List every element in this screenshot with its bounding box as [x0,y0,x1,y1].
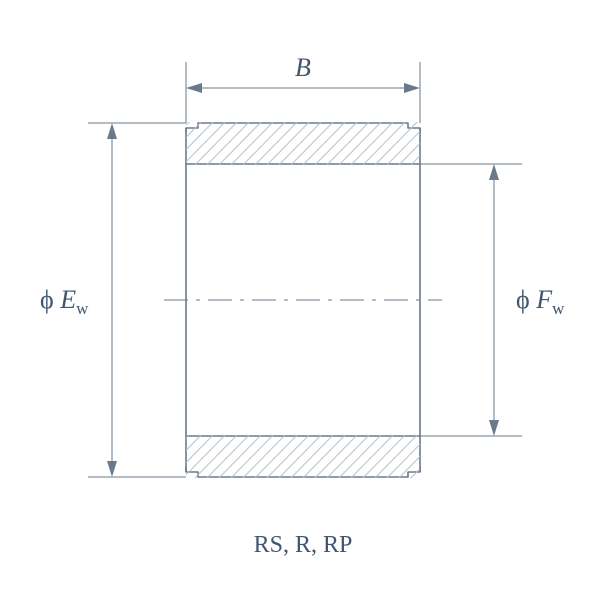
svg-text:B: B [295,53,311,82]
svg-text:ϕ Fw: ϕ Fw [516,285,565,318]
bearing-diagram: Bϕ Ew ϕ Fw RS, R, RP [0,0,600,600]
svg-text:RS, R, RP: RS, R, RP [254,532,353,558]
svg-text:ϕ Ew: ϕ Ew [40,285,89,318]
